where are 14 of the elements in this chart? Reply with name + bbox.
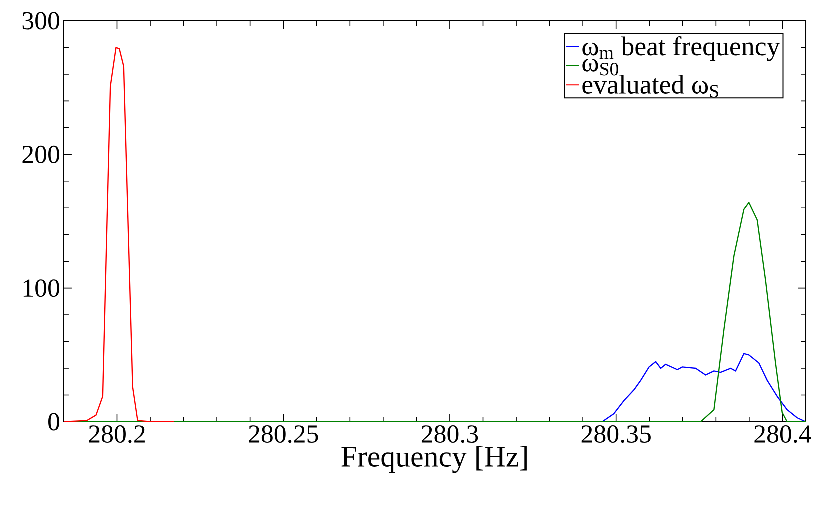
x-axis-title: Frequency [Hz] [342, 446, 527, 474]
y-tick-label: 200 [22, 146, 60, 164]
x-tick-label: 280.25 [249, 426, 318, 444]
x-tick-label: 280.35 [582, 426, 651, 444]
legend-label: ω$_{S0}$ [582, 58, 619, 76]
legend-label: evaluated ω$_{S}$ [582, 75, 718, 98]
line-series [602, 353, 806, 422]
y-tick-label: 100 [24, 280, 60, 298]
y-tick-label: 0 [48, 413, 60, 431]
x-tick-label: 280.2 [89, 426, 145, 444]
x-tick-label: 280.3 [422, 426, 478, 444]
line-series [64, 47, 175, 422]
x-tick-label: 280.4 [754, 426, 812, 444]
y-tick-label: 300 [22, 12, 60, 30]
